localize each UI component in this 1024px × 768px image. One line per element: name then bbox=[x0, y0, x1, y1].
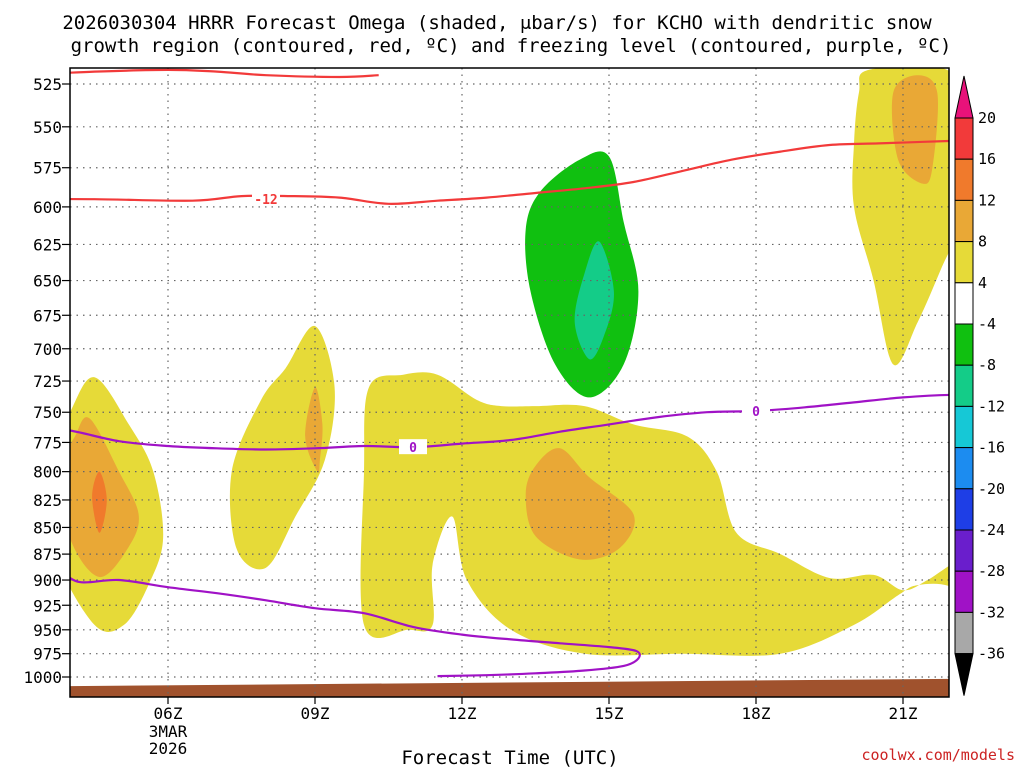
colorbar-label-8: -16 bbox=[978, 439, 1005, 457]
contour-layer bbox=[70, 68, 949, 678]
dgz-contour-label: -12 bbox=[254, 193, 277, 208]
colorbar-bin-7 bbox=[954, 405, 974, 449]
y-tick-label-800: 800 bbox=[33, 463, 62, 482]
x-tick-label-18Z: 18Z bbox=[742, 704, 771, 723]
grid-layer bbox=[70, 68, 949, 697]
freezing-level-label: 0 bbox=[409, 441, 417, 456]
x-tick-label-09Z: 09Z bbox=[301, 704, 330, 723]
colorbar-label-1: 16 bbox=[978, 150, 996, 168]
y-tick-label-975: 975 bbox=[33, 645, 62, 664]
colorbar-bin-12 bbox=[954, 611, 974, 655]
freezing-level-contour-segment-1 bbox=[70, 576, 641, 678]
dgz-contour-segment-0 bbox=[70, 68, 379, 79]
y-tick-label-525: 525 bbox=[33, 75, 62, 94]
freezing-level-label-bg bbox=[399, 439, 427, 455]
colorbar-label-6: -8 bbox=[978, 356, 996, 374]
x-tick-sublabel-0: 3MAR bbox=[149, 722, 188, 741]
contour-labels: -12 0 0 bbox=[252, 191, 770, 456]
colorbar-top-triangle bbox=[954, 75, 974, 119]
y-tick-label-575: 575 bbox=[33, 159, 62, 178]
omega-region-green-15z bbox=[525, 151, 639, 398]
freezing-level-contour-segment-0 bbox=[70, 393, 949, 451]
dgz-contour-segment-1 bbox=[70, 139, 949, 205]
x-tick-sublabel-1: 2026 bbox=[149, 739, 188, 758]
omega-region-tan-09z bbox=[305, 387, 323, 473]
y-tick-label-550: 550 bbox=[33, 118, 62, 137]
colorbar-legend: 20 16 12 8 4 -4 -8 -12 -16 -20 -24 -28 -32 -36 bbox=[954, 75, 1005, 696]
colorbar-bin-11 bbox=[954, 570, 974, 613]
colorbar-label-10: -24 bbox=[978, 521, 1005, 539]
y-tick-label-775: 775 bbox=[33, 433, 62, 452]
colorbar-bottom-triangle bbox=[954, 653, 974, 696]
terrain-fill bbox=[70, 678, 949, 697]
plot-frame bbox=[69, 67, 950, 698]
y-tick-label-750: 750 bbox=[33, 403, 62, 422]
y-tick-label-900: 900 bbox=[33, 571, 62, 590]
chart-title-line-2: growth region (contoured, red, ºC) and f… bbox=[71, 35, 952, 57]
omega-region-yellow-09z bbox=[229, 325, 335, 570]
colorbar-bin-4 bbox=[954, 282, 974, 325]
colorbar-bin-1 bbox=[954, 158, 974, 201]
credit-link[interactable]: coolwx.com/models bbox=[861, 746, 1015, 764]
y-tick-label-700: 700 bbox=[33, 340, 62, 359]
y-axis: 525 550 575 600 625 650 675 700 725 750 775 800 825 8… bbox=[23, 75, 70, 687]
y-tick-label-1000: 1000 bbox=[23, 668, 62, 687]
colorbar-label-4: 4 bbox=[978, 274, 987, 292]
colorbar-bin-2 bbox=[954, 199, 974, 243]
colorbar-label-2: 12 bbox=[978, 191, 996, 209]
y-tick-label-650: 650 bbox=[33, 272, 62, 291]
x-tick-label-21Z: 21Z bbox=[889, 704, 918, 723]
colorbar-bin-9 bbox=[954, 488, 974, 531]
colorbar-label-7: -12 bbox=[978, 397, 1005, 415]
y-tick-label-600: 600 bbox=[33, 198, 62, 217]
y-tick-label-675: 675 bbox=[33, 306, 62, 325]
y-tick-label-875: 875 bbox=[33, 545, 62, 564]
x-tick-label-12Z: 12Z bbox=[448, 704, 477, 723]
colorbar-bin-3 bbox=[954, 241, 974, 284]
colorbar-label-0: 20 bbox=[978, 109, 996, 127]
freezing-level-label-2: 0 bbox=[752, 405, 760, 420]
omega-region-tan-upper-right bbox=[891, 75, 938, 184]
colorbar-label-11: -28 bbox=[978, 562, 1005, 580]
colorbar-label-12: -32 bbox=[978, 603, 1005, 621]
omega-region-orange-left bbox=[92, 471, 107, 533]
chart-title-line-1: 2026030304 HRRR Forecast Omega (shaded, … bbox=[62, 12, 932, 34]
y-tick-label-825: 825 bbox=[33, 491, 62, 510]
y-tick-label-950: 950 bbox=[33, 621, 62, 640]
y-tick-label-850: 850 bbox=[33, 518, 62, 537]
colorbar-label-5: -4 bbox=[978, 315, 996, 333]
terrain-layer bbox=[70, 678, 949, 697]
dgz-contour-label-bg bbox=[252, 191, 280, 207]
colorbar-label-9: -20 bbox=[978, 480, 1005, 498]
colorbar-bin-6 bbox=[954, 364, 974, 407]
colorbar-bin-5 bbox=[954, 323, 974, 366]
y-tick-label-625: 625 bbox=[33, 235, 62, 254]
colorbar-bin-10 bbox=[954, 529, 974, 572]
y-tick-label-925: 925 bbox=[33, 596, 62, 615]
colorbar-bin-0 bbox=[954, 117, 974, 160]
colorbar-label-3: 8 bbox=[978, 233, 987, 251]
colorbar-label-13: -36 bbox=[978, 645, 1005, 663]
omega-region-tan-center bbox=[525, 448, 635, 560]
omega-region-teal-15z bbox=[574, 241, 614, 360]
omega-region-yellow-main bbox=[360, 372, 949, 656]
plot-area: -12 0 0 bbox=[69, 67, 950, 698]
x-tick-label-15Z: 15Z bbox=[595, 704, 624, 723]
x-tick-label-06Z: 06Z bbox=[154, 704, 183, 723]
x-axis-label: Forecast Time (UTC) bbox=[401, 747, 618, 768]
y-tick-label-725: 725 bbox=[33, 372, 62, 391]
colorbar-bin-8 bbox=[954, 447, 974, 490]
chart-title: 2026030304 HRRR Forecast Omega (shaded, … bbox=[62, 12, 951, 57]
freezing-level-label-2-bg bbox=[742, 403, 770, 419]
